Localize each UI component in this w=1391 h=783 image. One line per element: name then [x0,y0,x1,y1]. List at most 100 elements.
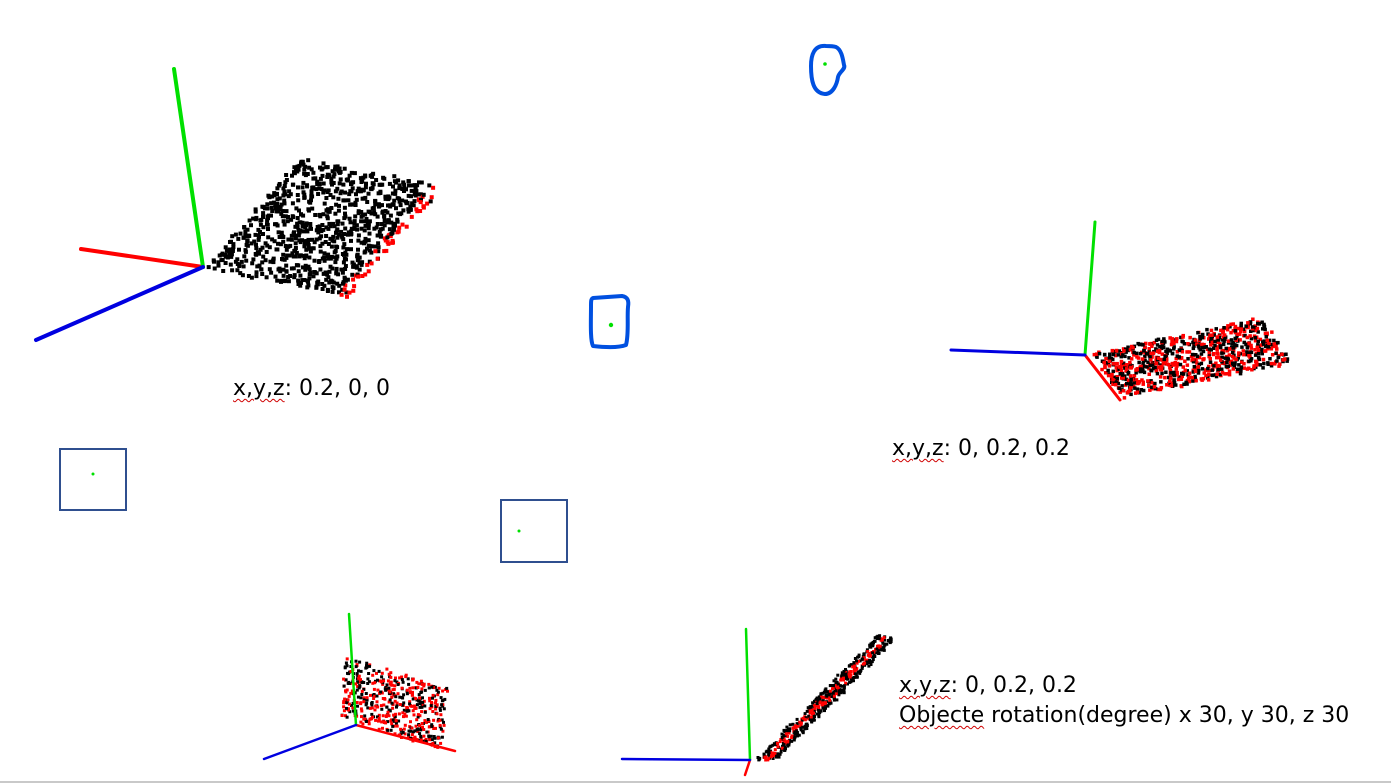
caption-values: : 0.2, 0, 0 [284,376,390,401]
cloud-point [785,725,789,729]
cloud-point [1245,367,1250,371]
cloud-point [1219,358,1223,362]
cloud-point [324,277,329,282]
cloud-point [376,249,381,254]
cloud-point [306,237,311,242]
cloud-point [331,234,336,239]
cloud-point [1199,352,1204,356]
cloud-point [397,719,401,723]
cloud-point [352,226,357,231]
cloud-point [869,663,873,666]
cloud-point [1217,335,1221,340]
cloud-point [397,712,401,716]
cloud-point [251,257,256,262]
cloud-point [364,217,369,221]
cloud-point [261,215,265,219]
cloud-point [349,170,354,175]
cloud-point [327,221,332,226]
cloud-point [1174,383,1178,387]
cloud-point [416,192,421,197]
cloud-point [275,247,280,252]
cloud-point [398,733,402,737]
cloud-point [355,701,359,704]
cloud-point [295,221,300,226]
cloud-point [434,707,438,711]
cloud-point [355,272,360,277]
cloud-point [1237,363,1241,367]
cloud-point [403,732,407,736]
cloud-point [352,171,357,176]
cloud-point [1154,365,1158,370]
cloud-point [346,671,349,675]
cloud-point [421,725,424,729]
cloud-point [362,700,366,704]
cloud-point [1135,381,1140,386]
cloud-point [1126,378,1131,382]
cloud-point [385,235,390,240]
cloud-point [792,726,796,730]
cloud-point [354,659,358,663]
cloud-point [364,692,368,695]
cloud-point [410,726,414,730]
cloud-point [356,233,361,238]
cloud-point [376,204,381,209]
cloud-point [343,264,348,268]
cloud-point [365,200,370,204]
cloud-point [834,677,838,681]
cloud-point [400,198,405,203]
cloud-point [1135,390,1140,394]
cloud-point [1271,344,1275,349]
cloud-point [346,698,350,702]
cloud-point [301,253,306,258]
caption-values: : 0, 0.2, 0.2 [950,673,1077,698]
cloud-point [406,207,411,212]
cloud-point [1116,353,1121,357]
cloud-point [790,734,794,738]
cloud-point [1104,371,1108,375]
cloud-point [421,192,426,197]
cloud-point [1246,343,1251,348]
cloud-point [1140,378,1144,382]
cloud-point [393,732,397,736]
cloud-point [367,231,372,236]
cloud-point [1135,355,1139,359]
cloud-point [1187,379,1192,384]
cloud-point [442,707,446,711]
cloud-point [1204,345,1208,349]
cloud-point [356,247,360,252]
cloud-point [392,174,397,179]
cloud-point [366,191,371,196]
cloud-point [1223,337,1227,341]
cloud-point [331,221,336,226]
cloud-point [401,180,406,185]
cloud-point [875,647,879,651]
cloud-point [1273,362,1277,366]
cloud-point [798,720,802,724]
cloud-point [779,738,783,741]
cloud-point [319,229,324,234]
cloud-point [1276,340,1280,345]
cloud-point [370,181,375,186]
cloud-point [1115,361,1119,366]
cloud-point [1128,360,1132,365]
cloud-point [278,242,283,247]
cloud-point [366,269,371,274]
cloud-point [1220,367,1224,371]
cloud-point [1217,364,1222,368]
cloud-point [238,271,243,276]
cloud-point [1239,321,1243,326]
cloud-point [419,180,424,185]
cloud-point [324,165,329,170]
cloud-point [230,249,235,253]
cloud-point [1238,371,1243,376]
cloud-point [1205,347,1210,351]
cloud-point [377,727,381,731]
cloud-point [389,671,393,675]
cloud-point [784,732,788,736]
cloud-point [1269,347,1274,351]
cloud-point [849,673,853,677]
cloud-point [358,660,362,664]
cloud-point [1122,349,1126,353]
cloud-point [1255,345,1260,350]
cloud-point [873,639,877,643]
